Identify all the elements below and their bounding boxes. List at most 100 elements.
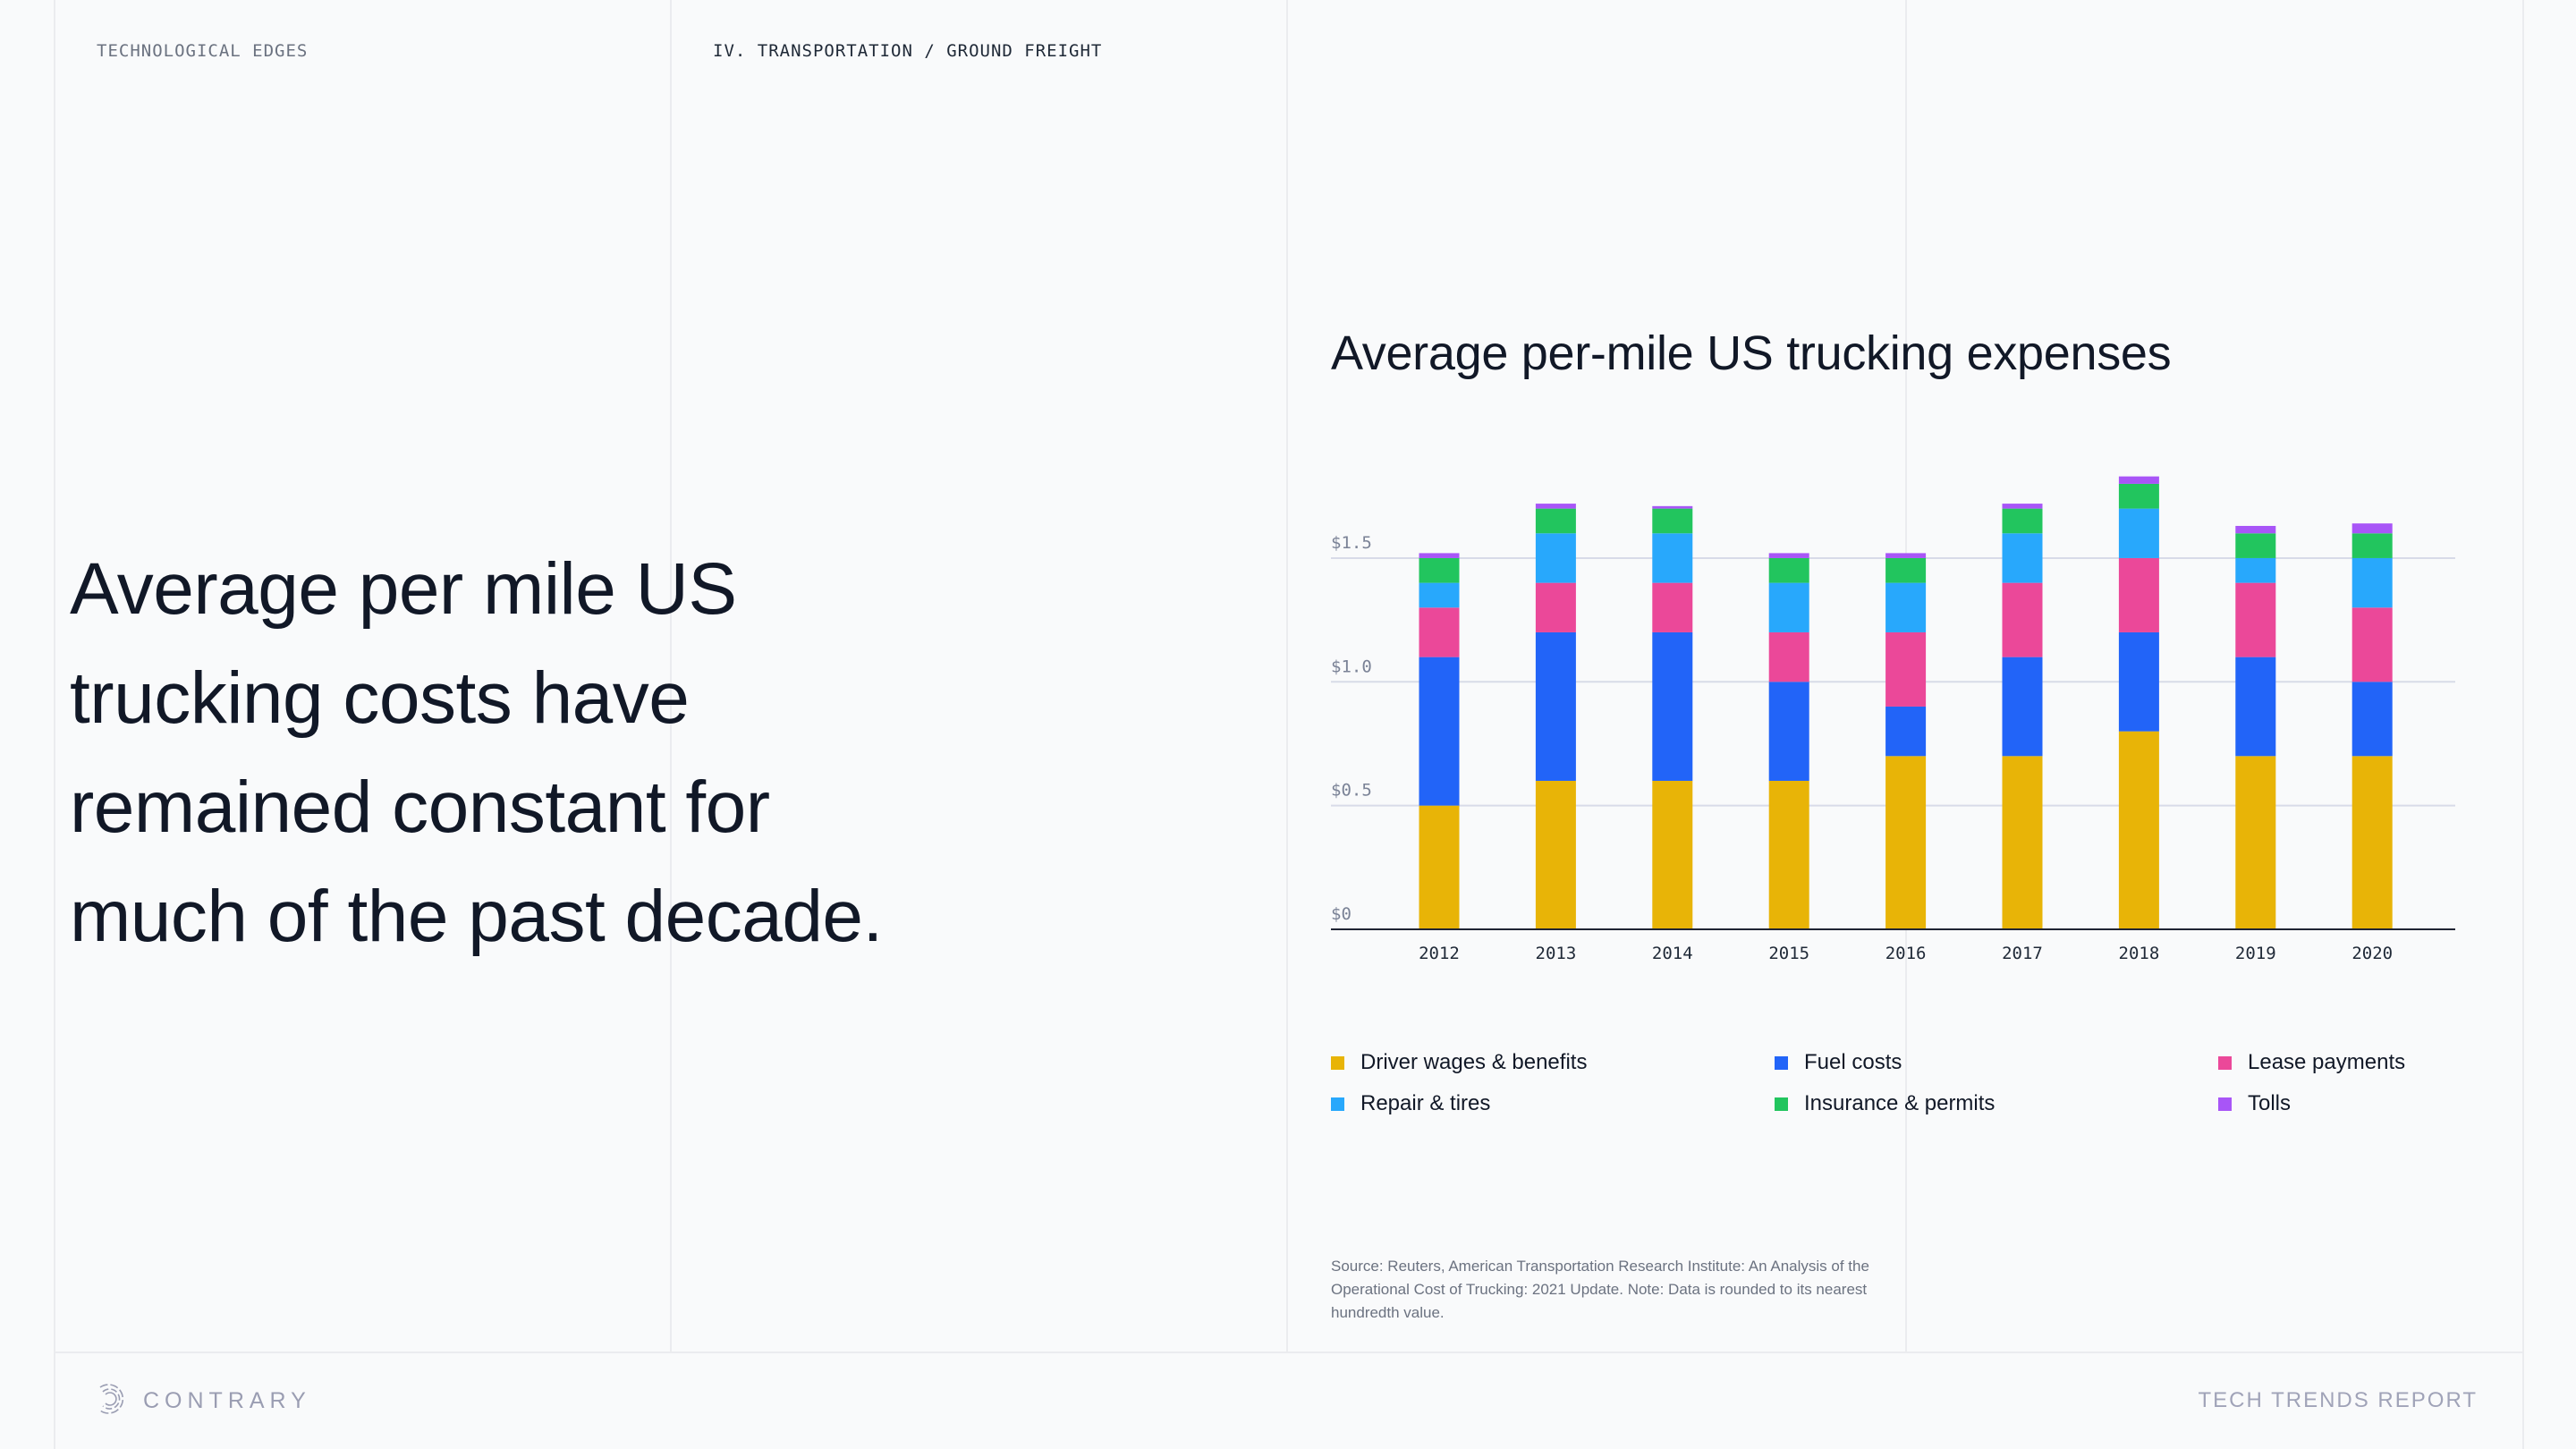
legend-swatch <box>1775 1097 1788 1111</box>
bar-segment-lease-payments-2015 <box>1768 631 1809 682</box>
bar-segment-repair-tires-2020 <box>2351 557 2393 608</box>
footer-brand[interactable]: CONTRARY <box>95 1382 311 1420</box>
legend-swatch <box>2218 1055 2232 1070</box>
bar-segment-fuel-costs-2018 <box>2118 631 2159 732</box>
bar-segment-tolls-2018 <box>2118 476 2159 484</box>
stacked-bar-chart: $0$0.5$1.0$1.5 2012 2013 2014 2015 2016 2017 2… <box>1331 476 2455 963</box>
bar-segment-insurance-permits-2015 <box>1768 557 1809 583</box>
legend-swatch <box>2218 1097 2232 1111</box>
bar-segment-insurance-permits-2020 <box>2351 533 2393 558</box>
bar-segment-fuel-costs-2017 <box>2002 657 2043 757</box>
brand-name: CONTRARY <box>143 1388 311 1413</box>
x-tick-label: 2019 <box>2235 944 2276 963</box>
column-divider <box>1286 0 1288 1352</box>
x-tick-label: 2016 <box>1885 944 1927 963</box>
y-tick-label: $1.5 <box>1331 533 1372 553</box>
bar-segment-driver-wages-benefits-2018 <box>2118 731 2159 929</box>
headline-line: remained constant for <box>70 767 770 848</box>
y-tick-label: $0 <box>1331 904 1352 924</box>
bar-segment-insurance-permits-2017 <box>2002 508 2043 534</box>
bar-segment-tolls-2019 <box>2235 525 2276 534</box>
x-tick-label: 2018 <box>2119 944 2160 963</box>
legend-item-tolls: Tolls <box>2218 1091 2291 1116</box>
report-name: TECH TRENDS REPORT <box>2198 1388 2478 1412</box>
x-tick-label: 2012 <box>1419 944 1460 963</box>
bar-segment-repair-tires-2013 <box>1535 533 1576 583</box>
bar-segment-insurance-permits-2019 <box>2235 533 2276 558</box>
x-axis-ticks: 2012 2013 2014 2015 2016 2017 2018 2019 2020 <box>1419 944 2393 963</box>
source-note: Source: Reuters, American Transportation… <box>1331 1258 1869 1321</box>
x-tick-label: 2014 <box>1652 944 1693 963</box>
bar-segment-driver-wages-benefits-2014 <box>1652 780 1693 929</box>
y-tick-label: $1.0 <box>1331 657 1372 676</box>
y-axis-ticks: $0 $0.5 $1.0 $1.5 <box>1331 533 1372 924</box>
legend-label: Repair & tires <box>1360 1091 1491 1115</box>
bar-segment-driver-wages-benefits-2012 <box>1419 805 1460 929</box>
bar-segment-insurance-permits-2014 <box>1652 508 1693 534</box>
legend-label: Insurance & permits <box>1804 1091 1996 1115</box>
bar-segment-insurance-permits-2018 <box>2118 483 2159 509</box>
bar-segment-fuel-costs-2020 <box>2351 682 2393 757</box>
breadcrumb: IV. TRANSPORTATION / GROUND FREIGHT <box>713 41 1103 61</box>
bar-segment-lease-payments-2013 <box>1535 582 1576 632</box>
bar-segment-insurance-permits-2016 <box>1885 557 1927 583</box>
legend-item-repair-tires: Repair & tires <box>1331 1091 1490 1116</box>
bar-segment-tolls-2012 <box>1419 553 1460 558</box>
bar-segment-tolls-2013 <box>1535 504 1576 509</box>
headline-line: much of the past decade. <box>70 876 883 957</box>
column-divider <box>54 0 55 1449</box>
bar-segment-tolls-2020 <box>2351 523 2393 534</box>
bar-segment-driver-wages-benefits-2016 <box>1885 756 1927 929</box>
headline-line: Average per mile US <box>70 548 737 630</box>
x-tick-label: 2013 <box>1536 944 1577 963</box>
bar-segment-driver-wages-benefits-2019 <box>2235 756 2276 929</box>
bar-segment-driver-wages-benefits-2015 <box>1768 780 1809 929</box>
bar-segment-lease-payments-2017 <box>2002 582 2043 657</box>
bar-segment-tolls-2016 <box>1885 553 1927 558</box>
bar-segment-driver-wages-benefits-2013 <box>1535 780 1576 929</box>
bar-segment-lease-payments-2018 <box>2118 557 2159 632</box>
bar-segment-tolls-2014 <box>1652 505 1693 509</box>
headline-line: trucking costs have <box>70 657 690 739</box>
legend-label: Fuel costs <box>1804 1050 1902 1074</box>
bar-segment-repair-tires-2018 <box>2118 508 2159 558</box>
bar-segment-fuel-costs-2014 <box>1652 631 1693 781</box>
footer-divider <box>54 1352 2524 1353</box>
x-tick-label: 2015 <box>1768 944 1809 963</box>
legend-swatch <box>1775 1055 1788 1070</box>
bars <box>1419 476 2393 929</box>
x-tick-label: 2020 <box>2351 944 2393 963</box>
legend-item-fuel-costs: Fuel costs <box>1775 1050 1902 1075</box>
bar-segment-lease-payments-2016 <box>1885 631 1927 707</box>
legend-label: Tolls <box>2248 1091 2292 1115</box>
bar-segment-insurance-permits-2013 <box>1535 508 1576 534</box>
section-label: TECHNOLOGICAL EDGES <box>97 41 309 61</box>
legend-swatch <box>1331 1097 1344 1111</box>
bar-segment-tolls-2017 <box>2002 504 2043 509</box>
column-divider <box>2522 0 2524 1449</box>
contrary-logo-icon <box>95 1382 127 1420</box>
bar-segment-lease-payments-2012 <box>1419 607 1460 657</box>
legend-item-driver-wages: Driver wages & benefits <box>1331 1050 1587 1075</box>
bar-segment-repair-tires-2015 <box>1768 582 1809 632</box>
bar-segment-fuel-costs-2012 <box>1419 657 1460 806</box>
bar-segment-repair-tires-2016 <box>1885 582 1927 632</box>
headline: Average per mile US trucking costs have … <box>70 535 1054 971</box>
legend-swatch <box>1331 1055 1344 1070</box>
legend-label: Driver wages & benefits <box>1360 1050 1588 1074</box>
bar-segment-fuel-costs-2013 <box>1535 631 1576 781</box>
chart-title: Average per-mile US trucking expenses <box>1331 326 2172 380</box>
bar-segment-driver-wages-benefits-2017 <box>2002 756 2043 929</box>
x-tick-label: 2017 <box>2002 944 2043 963</box>
bar-segment-repair-tires-2017 <box>2002 533 2043 583</box>
legend-label: Lease payments <box>2248 1050 2406 1074</box>
y-tick-label: $0.5 <box>1331 781 1372 801</box>
column-divider <box>670 0 672 1352</box>
bar-segment-repair-tires-2014 <box>1652 533 1693 583</box>
bar-segment-repair-tires-2019 <box>2235 557 2276 583</box>
bar-segment-tolls-2015 <box>1768 553 1809 558</box>
legend-item-insurance-permits: Insurance & permits <box>1775 1091 1995 1116</box>
bar-segment-insurance-permits-2012 <box>1419 557 1460 583</box>
bar-segment-lease-payments-2019 <box>2235 582 2276 657</box>
bar-segment-lease-payments-2020 <box>2351 607 2393 682</box>
